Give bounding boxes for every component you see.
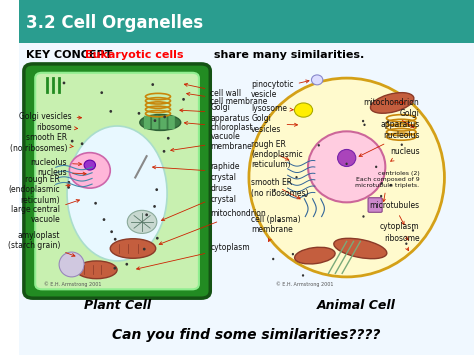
Text: pinocytotic
vesicle: pinocytotic vesicle <box>251 80 309 99</box>
Ellipse shape <box>401 143 403 146</box>
Text: smooth ER
(no ribosomes): smooth ER (no ribosomes) <box>251 179 309 199</box>
Text: ribosome: ribosome <box>384 234 419 251</box>
Ellipse shape <box>137 112 140 115</box>
Ellipse shape <box>273 189 276 191</box>
Text: nucleus: nucleus <box>390 147 419 161</box>
Text: large central
vacuole: large central vacuole <box>11 200 80 224</box>
Ellipse shape <box>380 195 383 197</box>
Ellipse shape <box>63 82 65 84</box>
Ellipse shape <box>249 78 445 277</box>
FancyBboxPatch shape <box>144 116 150 129</box>
FancyBboxPatch shape <box>24 64 210 298</box>
Ellipse shape <box>81 142 83 145</box>
Ellipse shape <box>362 215 365 218</box>
Ellipse shape <box>103 218 105 221</box>
Ellipse shape <box>362 120 364 122</box>
Ellipse shape <box>302 274 304 277</box>
Text: rough ER
(endoplasmic
reticulum): rough ER (endoplasmic reticulum) <box>251 140 303 169</box>
Ellipse shape <box>164 115 166 118</box>
Ellipse shape <box>295 247 335 264</box>
Ellipse shape <box>295 176 298 179</box>
Text: share many similarities.: share many similarities. <box>210 50 365 60</box>
FancyBboxPatch shape <box>168 116 175 129</box>
Ellipse shape <box>337 149 356 166</box>
Ellipse shape <box>346 163 348 165</box>
Text: Can you find some similarities????: Can you find some similarities???? <box>112 328 381 343</box>
Text: mitochondrion: mitochondrion <box>159 209 266 245</box>
Text: 3.2 Cell Organelles: 3.2 Cell Organelles <box>26 14 203 32</box>
FancyBboxPatch shape <box>368 198 382 212</box>
Text: © E.H. Armstrong 2001: © E.H. Armstrong 2001 <box>45 281 102 287</box>
Ellipse shape <box>71 140 73 142</box>
Ellipse shape <box>84 160 95 170</box>
FancyBboxPatch shape <box>160 116 167 129</box>
Text: centrioles (2)
Each composed of 9
microtubule triplets.: centrioles (2) Each composed of 9 microt… <box>356 171 419 202</box>
Ellipse shape <box>128 210 157 234</box>
Ellipse shape <box>278 220 280 222</box>
Text: cytoplasm: cytoplasm <box>137 243 250 270</box>
Ellipse shape <box>318 144 320 147</box>
Ellipse shape <box>390 184 392 186</box>
Ellipse shape <box>113 267 116 269</box>
Ellipse shape <box>76 261 117 279</box>
Ellipse shape <box>69 153 110 188</box>
FancyBboxPatch shape <box>19 43 474 355</box>
Text: nucleus: nucleus <box>37 168 86 177</box>
Ellipse shape <box>304 195 307 197</box>
Text: cytoplasm: cytoplasm <box>380 222 419 240</box>
Text: Plant Cell: Plant Cell <box>83 299 151 312</box>
Ellipse shape <box>67 126 167 261</box>
FancyBboxPatch shape <box>19 0 474 43</box>
Text: lysosome: lysosome <box>251 104 293 113</box>
Text: Animal Cell: Animal Cell <box>316 299 395 312</box>
Ellipse shape <box>387 120 389 123</box>
Ellipse shape <box>163 150 165 153</box>
Ellipse shape <box>308 131 385 202</box>
Ellipse shape <box>100 91 103 94</box>
Text: Golgi
apparatus: Golgi apparatus <box>380 109 419 129</box>
Ellipse shape <box>405 242 408 245</box>
Ellipse shape <box>156 237 159 240</box>
Text: Golgi
apparatus: Golgi apparatus <box>180 103 249 122</box>
Text: KEY CONCEPT: KEY CONCEPT <box>26 50 112 60</box>
Ellipse shape <box>110 230 113 233</box>
FancyBboxPatch shape <box>35 73 199 289</box>
Ellipse shape <box>146 213 148 216</box>
Ellipse shape <box>114 238 117 241</box>
Text: Golgi vesicles: Golgi vesicles <box>19 112 82 121</box>
Ellipse shape <box>292 253 294 255</box>
Text: cell (plasma)
membrane: cell (plasma) membrane <box>251 215 301 241</box>
Ellipse shape <box>334 238 387 259</box>
Text: mitochondrion: mitochondrion <box>364 98 419 107</box>
Ellipse shape <box>311 75 323 85</box>
Text: amyloplast
(starch grain): amyloplast (starch grain) <box>8 231 75 256</box>
Ellipse shape <box>155 188 158 191</box>
FancyBboxPatch shape <box>152 116 158 129</box>
Ellipse shape <box>67 181 70 184</box>
Ellipse shape <box>412 229 414 231</box>
Text: vacuole
membrane: vacuole membrane <box>171 132 252 151</box>
Ellipse shape <box>167 137 170 140</box>
Ellipse shape <box>94 202 97 205</box>
Ellipse shape <box>143 248 146 251</box>
Ellipse shape <box>153 205 156 208</box>
Ellipse shape <box>364 124 365 126</box>
Ellipse shape <box>154 119 156 122</box>
Text: smooth ER
(no ribosomes): smooth ER (no ribosomes) <box>9 133 73 153</box>
Ellipse shape <box>272 258 274 260</box>
Text: cell wall: cell wall <box>184 83 241 98</box>
Ellipse shape <box>59 252 84 277</box>
Ellipse shape <box>294 103 312 117</box>
Ellipse shape <box>182 98 185 101</box>
Text: cell membrane: cell membrane <box>187 93 268 106</box>
Text: Golgi
vesicles: Golgi vesicles <box>251 114 298 133</box>
Ellipse shape <box>381 182 383 185</box>
Ellipse shape <box>140 114 181 130</box>
Text: druse
crystal: druse crystal <box>162 185 236 221</box>
Ellipse shape <box>375 165 377 168</box>
Text: nucleolus: nucleolus <box>359 131 419 156</box>
Text: Eukaryotic cells: Eukaryotic cells <box>85 50 184 60</box>
Text: chloroplast: chloroplast <box>184 121 253 132</box>
Text: rough ER
(endoplasmic
reticulum): rough ER (endoplasmic reticulum) <box>9 175 70 205</box>
Text: raphide
crystal: raphide crystal <box>153 162 240 181</box>
